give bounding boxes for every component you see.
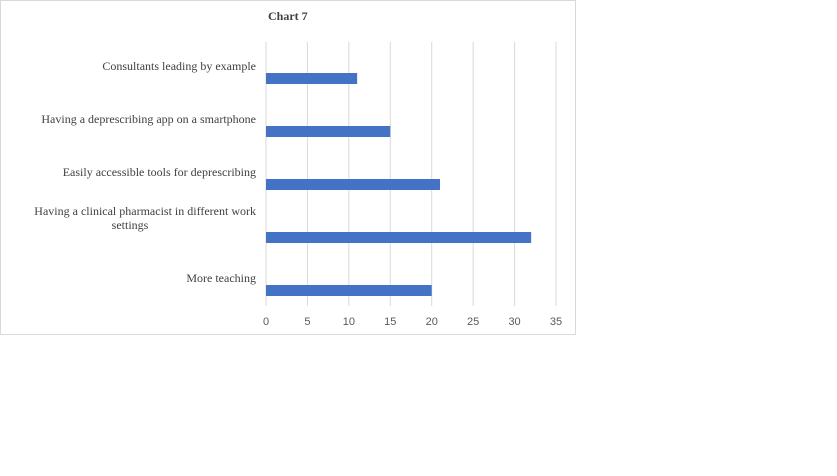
x-tick-label: 35 — [550, 316, 562, 328]
x-tick-label: 10 — [343, 316, 355, 328]
chart-frame — [0, 0, 576, 335]
category-label: Having a clinical pharmacist in differen… — [34, 204, 256, 218]
bar — [266, 232, 532, 243]
category-labels: Consultants leading by example Having a d… — [34, 59, 256, 285]
category-label: Having a deprescribing app on a smartpho… — [41, 112, 256, 126]
x-tick-label: 5 — [304, 316, 310, 328]
x-tick-label: 15 — [384, 316, 396, 328]
gridlines — [265, 42, 557, 306]
category-label: More teaching — [186, 271, 256, 285]
x-tick-label: 30 — [508, 316, 520, 328]
bars — [266, 73, 532, 296]
x-tick-label: 20 — [426, 316, 438, 328]
chart-title: Chart 7 — [268, 9, 308, 23]
category-label: Easily accessible tools for deprescribin… — [63, 165, 256, 179]
x-tick-labels: 0 5 10 15 20 25 30 35 — [263, 316, 562, 328]
category-label: settings — [112, 218, 149, 232]
category-label: Consultants leading by example — [102, 59, 256, 73]
bar — [266, 73, 358, 84]
bar — [266, 285, 432, 296]
x-tick-label: 25 — [467, 316, 479, 328]
x-tick-label: 0 — [263, 316, 269, 328]
bar — [266, 179, 440, 190]
bar — [266, 126, 391, 137]
